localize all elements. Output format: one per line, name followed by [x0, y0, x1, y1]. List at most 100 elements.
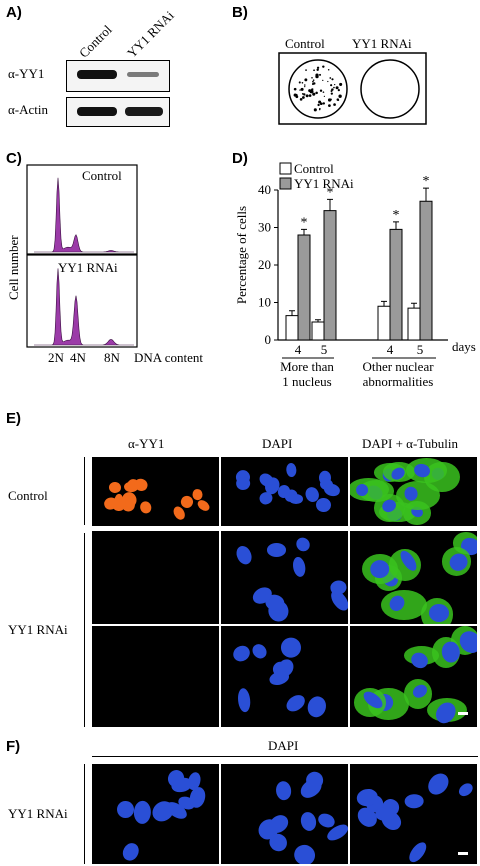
- row-label-control: Control: [8, 488, 48, 503]
- dapi-nucleus: [250, 641, 271, 662]
- panel-d-label: D): [232, 150, 248, 167]
- micrograph-control-dapi: [221, 457, 348, 526]
- bar-ylabel: Percentage of cells: [234, 206, 249, 304]
- panel-f-label: F): [6, 738, 21, 755]
- dapi-nucleus: [298, 810, 319, 833]
- hist-label-yy1-rnai: YY1 RNAi: [58, 260, 118, 275]
- dapi-nucleus: [230, 642, 254, 665]
- micrograph-f-3: [350, 764, 477, 864]
- dish-yy1-rnai: [360, 59, 420, 119]
- bar-chart: Percentage of cells Control YY1 RNAi 0 10…: [234, 161, 476, 389]
- xtick-4n: 4N: [70, 350, 86, 365]
- col-header-yy1: α-YY1: [128, 436, 165, 451]
- x-tick-label: 4: [295, 342, 302, 357]
- micrograph-f-1: [92, 764, 219, 864]
- y-tick-label: 10: [258, 295, 271, 310]
- x-tick-label: 5: [417, 342, 424, 357]
- yy1-nucleus: [108, 481, 122, 494]
- panel-c-label: C): [6, 150, 22, 167]
- dish-label-control: Control: [285, 36, 325, 51]
- band-rnai-yy1: [127, 72, 159, 77]
- histogram-yy1-rnai: [34, 268, 134, 346]
- bar-rnai: [419, 200, 433, 341]
- significance-star: *: [327, 185, 334, 200]
- group-label-2-line2: abnormalities: [363, 374, 434, 389]
- row-bracket-control: [84, 457, 85, 525]
- flow-xlabel: DNA content: [134, 350, 203, 365]
- dapi-nucleus: [274, 780, 292, 802]
- histogram-control: [34, 177, 134, 253]
- dapi-nucleus: [456, 780, 476, 799]
- colony-dots: [293, 65, 343, 112]
- micrograph-rnai-yy1-2: [92, 626, 219, 727]
- y-tick-label: 40: [258, 182, 271, 197]
- bar-rnai: [323, 210, 337, 341]
- micrograph-rnai-dapi-1: [221, 531, 348, 624]
- f-row-label-yy1-rnai: YY1 RNAi: [8, 806, 68, 821]
- dapi-nucleus: [428, 604, 450, 623]
- micrograph-control-yy1: [92, 457, 219, 526]
- legend-swatch-rnai: [279, 177, 292, 190]
- x-tick-label: 5: [321, 342, 328, 357]
- panel-a-label: A): [6, 4, 22, 21]
- group-label-2-line1: Other nuclear: [362, 359, 434, 374]
- y-tick-label: 20: [258, 257, 271, 272]
- micrograph-f-2: [221, 764, 348, 864]
- col-header-dapi: DAPI: [262, 436, 293, 451]
- dish-control: [288, 59, 348, 119]
- dapi-nucleus: [236, 687, 251, 713]
- blot-row-label-yy1: α-YY1: [8, 66, 45, 81]
- yy1-nucleus: [138, 500, 153, 515]
- flow-ylabel: Cell number: [6, 235, 21, 300]
- f-header-line: [92, 756, 478, 757]
- xtick-8n: 8N: [104, 350, 120, 365]
- group-label-1-line2: 1 nucleus: [282, 374, 331, 389]
- lane-label-control: Control: [76, 21, 115, 61]
- band-control-yy1: [77, 70, 117, 79]
- band-control-actin: [77, 107, 117, 116]
- lane-label-yy1-rnai: YY1 RNAi: [124, 7, 177, 61]
- dapi-nucleus: [293, 534, 313, 554]
- f-row-bracket: [84, 764, 85, 864]
- legend-label-control: Control: [294, 161, 334, 176]
- significance-star: *: [393, 208, 400, 223]
- panel-b-label: B): [232, 4, 248, 21]
- flow-histograms: [26, 164, 138, 348]
- panel-e-label: E): [6, 410, 21, 427]
- dapi-nucleus: [405, 839, 430, 864]
- dapi-nucleus: [315, 497, 332, 513]
- band-rnai-actin: [125, 107, 163, 116]
- y-tick-label: 0: [265, 332, 272, 347]
- scale-bar-e: [458, 712, 468, 715]
- western-blot-yy1: [66, 60, 170, 92]
- xtick-2n: 2N: [48, 350, 64, 365]
- dish-label-yy1-rnai: YY1 RNAi: [352, 36, 412, 51]
- micrograph-rnai-yy1-1: [92, 531, 219, 624]
- bar-rnai: [297, 234, 311, 341]
- micrograph-rnai-dapi-tubulin-1: [350, 531, 477, 624]
- dapi-nucleus: [133, 800, 151, 824]
- legend-label-rnai: YY1 RNAi: [294, 176, 354, 191]
- col-header-dapi-tubulin: DAPI + α-Tubulin: [362, 436, 459, 451]
- dapi-nucleus: [283, 692, 308, 715]
- yy1-nucleus: [195, 497, 212, 513]
- bar-control: [285, 315, 299, 341]
- bar-control: [377, 305, 391, 341]
- legend-swatch-control: [279, 162, 292, 175]
- micrograph-rnai-dapi-tubulin-2: [350, 626, 477, 727]
- blot-row-label-actin: α-Actin: [8, 102, 49, 117]
- f-header-dapi: DAPI: [268, 738, 299, 753]
- x-unit-days: days: [452, 339, 476, 354]
- micrograph-control-dapi-tubulin: [350, 457, 477, 526]
- dapi-nucleus: [288, 494, 304, 505]
- dapi-nucleus: [318, 470, 331, 485]
- dapi-nucleus: [233, 544, 255, 568]
- dapi-nucleus: [290, 841, 319, 864]
- western-blot-actin: [66, 97, 170, 127]
- scale-bar-f: [458, 852, 468, 855]
- x-tick-label: 4: [387, 342, 394, 357]
- bar-rnai: [389, 228, 403, 341]
- dapi-nucleus: [285, 463, 297, 479]
- row-bracket-yy1-rnai: [84, 533, 85, 727]
- y-tick-label: 30: [258, 220, 271, 235]
